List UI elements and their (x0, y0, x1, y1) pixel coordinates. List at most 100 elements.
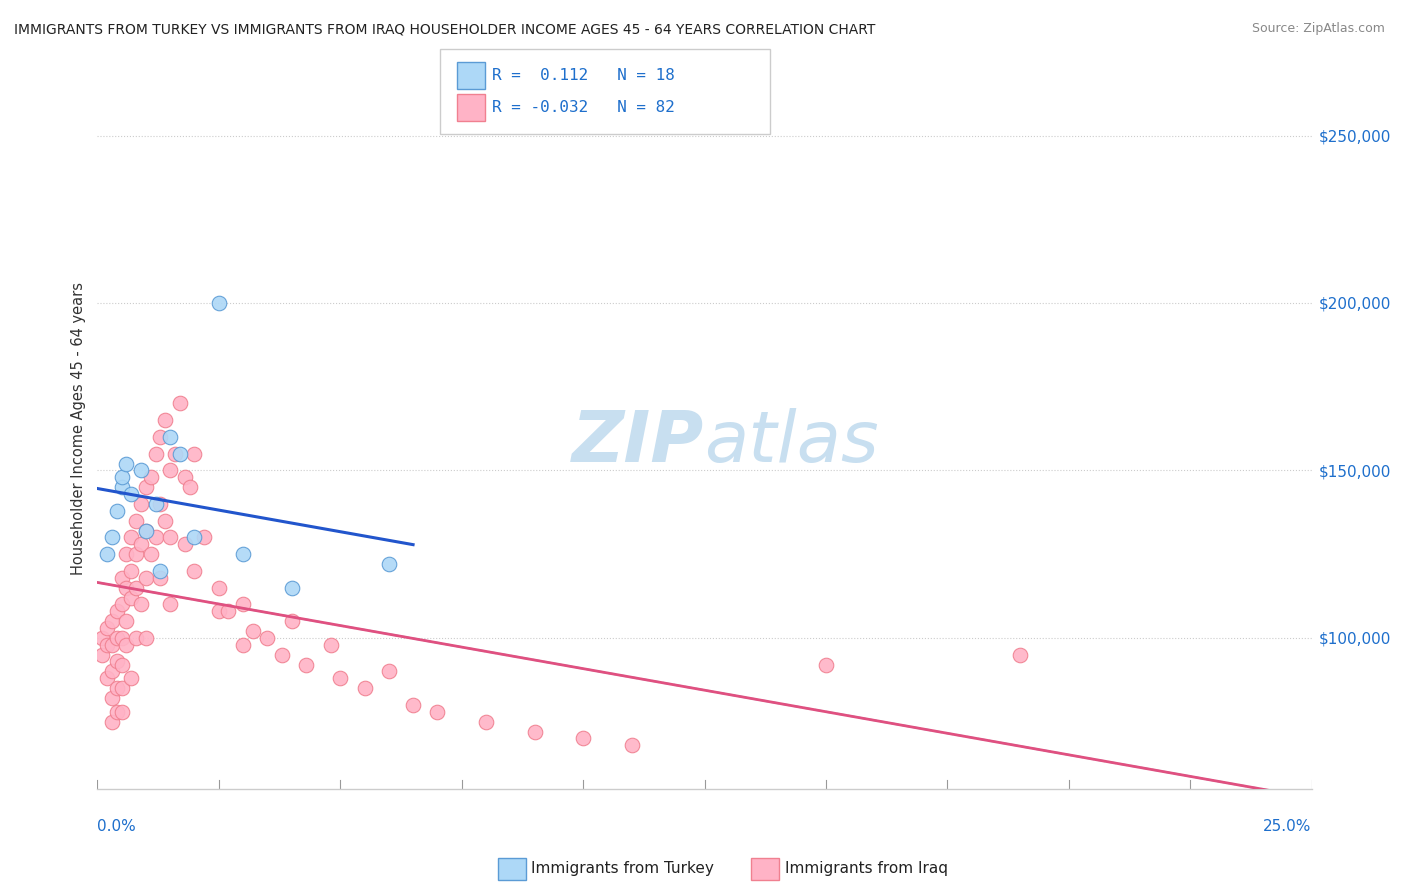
Point (105, 503, 128, 517)
Point (149, 497, 172, 511)
Point (125, 581, 148, 595)
Point (111, 598, 134, 612)
Point (101, 614, 124, 628)
Point (232, 638, 254, 652)
Point (120, 671, 142, 685)
Point (135, 524, 157, 538)
Point (139, 547, 162, 561)
Text: R = -0.032   N = 82: R = -0.032 N = 82 (492, 100, 675, 115)
Text: Immigrants from Iraq: Immigrants from Iraq (785, 862, 948, 876)
Point (120, 487, 142, 501)
Point (129, 463, 152, 477)
Point (173, 470, 195, 484)
Point (105, 681, 128, 695)
Point (426, 705, 449, 719)
Point (120, 591, 142, 605)
Point (208, 296, 231, 310)
Point (173, 537, 195, 551)
Point (115, 547, 138, 561)
Point (183, 564, 205, 578)
Point (96, 547, 118, 561)
Point (105, 705, 128, 719)
Point (145, 531, 167, 545)
Point (115, 457, 138, 471)
Point (169, 447, 191, 461)
Text: Source: ZipAtlas.com: Source: ZipAtlas.com (1251, 22, 1385, 36)
Point (105, 631, 128, 645)
Point (91, 631, 114, 645)
Point (115, 614, 138, 628)
Point (105, 654, 128, 668)
Point (105, 604, 128, 618)
Point (183, 531, 205, 545)
Point (218, 604, 240, 618)
Point (280, 581, 302, 595)
Point (155, 514, 177, 528)
Point (91, 648, 114, 662)
Point (183, 447, 205, 461)
Point (111, 631, 134, 645)
Point (145, 447, 167, 461)
Point (378, 558, 401, 572)
Point (101, 714, 124, 729)
Point (256, 631, 278, 645)
Text: IMMIGRANTS FROM TURKEY VS IMMIGRANTS FROM IRAQ HOUSEHOLDER INCOME AGES 45 - 64 Y: IMMIGRANTS FROM TURKEY VS IMMIGRANTS FRO… (14, 22, 876, 37)
Text: 25.0%: 25.0% (1264, 819, 1312, 834)
Point (101, 638, 124, 652)
Point (111, 571, 134, 585)
Point (101, 691, 124, 706)
Point (475, 714, 498, 729)
Point (208, 581, 231, 595)
Point (101, 665, 124, 679)
Point (159, 430, 181, 444)
Point (814, 657, 837, 672)
Point (96, 671, 118, 685)
Point (193, 531, 215, 545)
Point (129, 537, 152, 551)
Point (329, 671, 352, 685)
Point (115, 581, 138, 595)
Point (120, 564, 142, 578)
Point (135, 631, 157, 645)
Point (159, 463, 181, 477)
Point (129, 598, 152, 612)
Text: R =  0.112   N = 18: R = 0.112 N = 18 (492, 68, 675, 83)
Point (155, 413, 177, 427)
Point (159, 598, 181, 612)
Point (1010, 648, 1032, 662)
Point (523, 724, 546, 739)
Point (280, 614, 302, 628)
Point (208, 604, 231, 618)
Point (135, 480, 157, 494)
Point (149, 571, 172, 585)
Point (111, 657, 134, 672)
Point (378, 665, 401, 679)
Point (111, 470, 134, 484)
Text: atlas: atlas (704, 409, 879, 477)
Point (145, 497, 167, 511)
Point (319, 638, 342, 652)
Point (159, 531, 181, 545)
Point (572, 731, 595, 746)
Point (149, 564, 172, 578)
Point (179, 480, 201, 494)
Point (271, 648, 294, 662)
Point (295, 657, 318, 672)
Point (353, 681, 375, 695)
Point (402, 698, 425, 712)
Point (96, 638, 118, 652)
Text: ZIP: ZIP (572, 409, 704, 477)
Point (232, 547, 254, 561)
Point (101, 531, 124, 545)
Point (111, 681, 134, 695)
Point (115, 638, 138, 652)
Point (111, 480, 134, 494)
Text: 0.0%: 0.0% (97, 819, 136, 834)
Point (135, 571, 157, 585)
Point (232, 598, 254, 612)
Point (165, 447, 187, 461)
Point (125, 514, 148, 528)
Point (96, 621, 118, 635)
Point (125, 547, 148, 561)
Point (620, 738, 643, 752)
